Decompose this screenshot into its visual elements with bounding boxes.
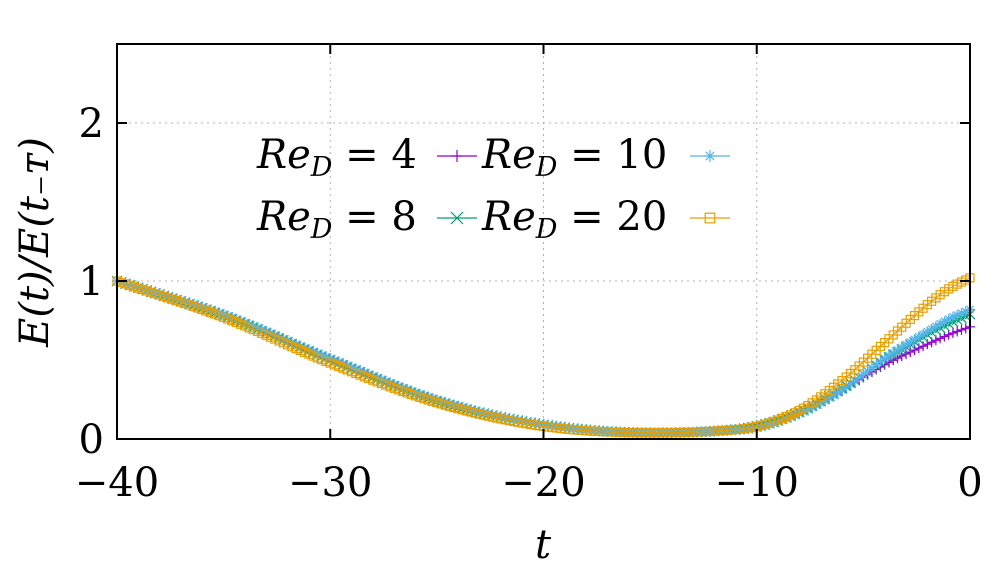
legend-entry: ReD = 4 <box>256 132 477 183</box>
data-point <box>952 309 963 320</box>
legend-label: ReD = 10 <box>481 132 667 183</box>
data-point <box>875 356 886 367</box>
y-tick-label: 2 <box>79 101 104 147</box>
legend-entry: ReD = 20 <box>481 194 730 245</box>
legend-label-value: = 4 <box>332 132 416 178</box>
data-point <box>913 343 924 354</box>
legend-label-value: = 20 <box>557 194 667 240</box>
grid <box>117 44 970 439</box>
tick-labels: −40 −30 −20 −10 0 0 1 2 <box>75 101 983 506</box>
legend-label-subscript: D <box>535 152 558 183</box>
legend-label-subscript: D <box>310 214 333 245</box>
legend-label-value: = 8 <box>332 194 416 240</box>
legend-marker <box>450 211 464 225</box>
y-tick-label: 1 <box>79 259 104 305</box>
legend-label-subscript: D <box>535 214 558 245</box>
data-point <box>943 329 954 340</box>
legend-label-main: Re <box>256 132 311 178</box>
y-tick-label: 0 <box>79 417 104 463</box>
legend-marker <box>704 212 716 224</box>
x-tick-label: −30 <box>288 460 372 506</box>
series-layer <box>111 273 976 439</box>
legend-label: ReD = 20 <box>481 194 667 245</box>
data-point <box>947 328 958 339</box>
legend-label: ReD = 8 <box>256 194 417 245</box>
x-tick-label: −10 <box>715 460 799 506</box>
legend-label-main: Re <box>256 194 311 240</box>
legend-label-main: Re <box>481 194 536 240</box>
series-square <box>112 273 975 438</box>
legend-label: ReD = 4 <box>256 132 417 183</box>
data-point <box>956 324 967 335</box>
x-tick-label: 0 <box>957 460 982 506</box>
data-point <box>939 331 950 342</box>
data-point <box>918 341 929 352</box>
data-point <box>909 345 920 356</box>
data-point <box>871 359 882 370</box>
legend-label-subscript: D <box>310 152 333 183</box>
legend-label-value: = 10 <box>557 132 667 178</box>
legend-marker <box>704 150 716 162</box>
y-axis-title: E(t)/E(t₋ᴛ) <box>12 137 58 348</box>
legend-marker <box>451 150 463 162</box>
x-tick-label: −20 <box>501 460 585 506</box>
x-tick-label: −40 <box>75 460 159 506</box>
legend-entry: ReD = 8 <box>256 194 477 245</box>
ticks <box>116 44 971 440</box>
x-axis-title: t <box>535 522 552 568</box>
legend-entry: ReD = 10 <box>481 132 730 183</box>
data-point <box>952 326 963 337</box>
legend-label-main: Re <box>481 132 536 178</box>
data-point <box>956 308 967 319</box>
